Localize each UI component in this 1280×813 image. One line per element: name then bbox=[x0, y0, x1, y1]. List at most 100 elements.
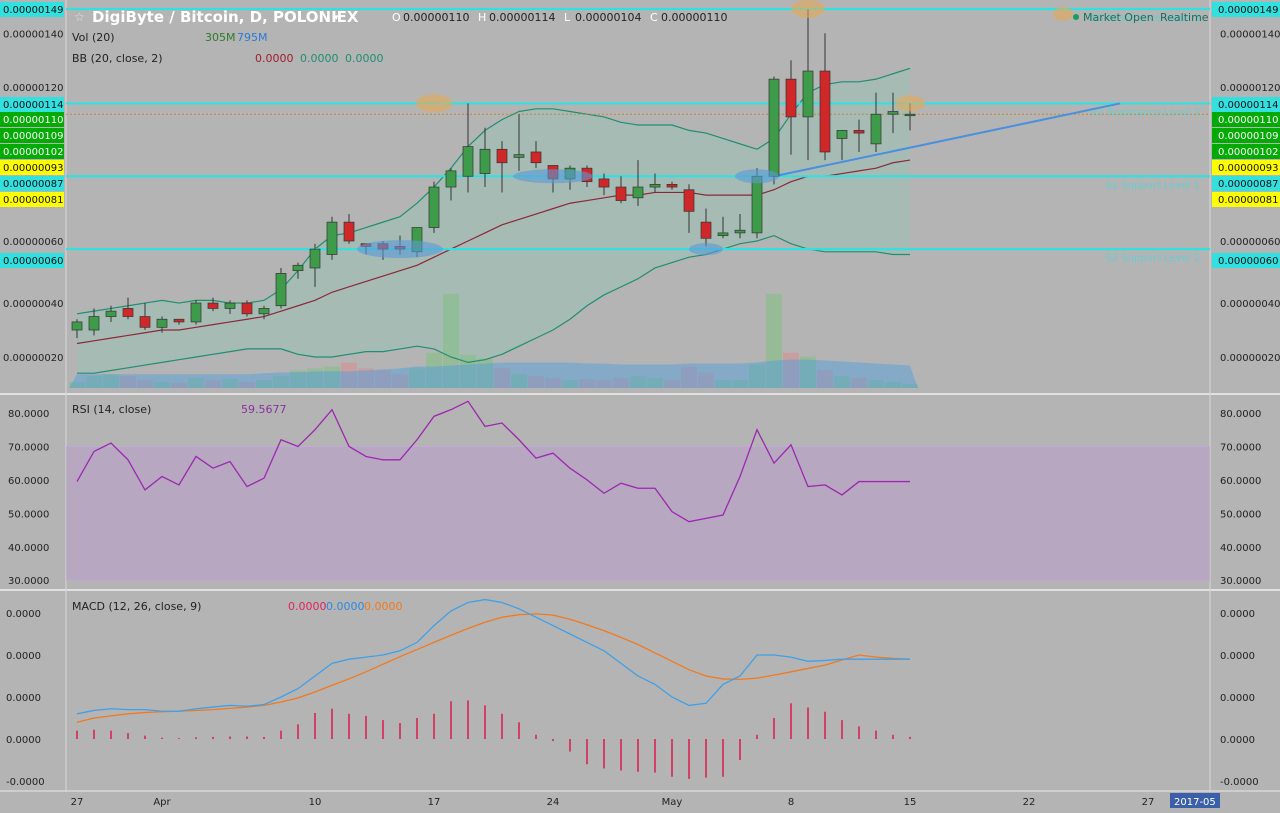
candle-body bbox=[751, 175, 763, 234]
candle-body bbox=[513, 154, 525, 158]
volume-bar bbox=[613, 378, 629, 388]
price-tag-left-text: 0.00000060 bbox=[3, 256, 63, 267]
time-tick: 17 bbox=[428, 797, 441, 808]
price-tick-left: 0.00000140 bbox=[3, 29, 63, 40]
price-tag-left-text: 0.00000087 bbox=[3, 179, 63, 190]
time-tick: 15 bbox=[904, 797, 917, 808]
volume-bar bbox=[902, 384, 918, 388]
price-tag-left-text: 0.00000081 bbox=[3, 195, 63, 206]
macd-tick-right: 0.0000 bbox=[1220, 735, 1255, 746]
rsi-tick-right: 60.0000 bbox=[1220, 476, 1261, 487]
macd-tick-right: 0.0000 bbox=[1220, 693, 1255, 704]
candle-body bbox=[105, 310, 117, 317]
candle-body bbox=[768, 78, 780, 177]
macd-tick-right: -0.0000 bbox=[1220, 777, 1259, 788]
rsi-tick-left: 30.0000 bbox=[8, 576, 49, 587]
price-tag-right bbox=[1212, 160, 1280, 175]
level-tag: R3 Resistance Level 3 bbox=[1091, 13, 1201, 24]
volume-bar bbox=[851, 378, 867, 388]
level-tag: S2 Support Level 2 bbox=[1105, 253, 1200, 264]
candle-body bbox=[139, 316, 151, 328]
candle-body bbox=[887, 111, 899, 115]
price-tag-right bbox=[1212, 144, 1280, 159]
market-status: Market Open bbox=[1083, 11, 1154, 24]
volume-bar bbox=[341, 362, 357, 388]
volume-bar bbox=[375, 370, 391, 388]
rsi-tick-right: 80.0000 bbox=[1220, 409, 1261, 420]
time-axis bbox=[0, 792, 1280, 809]
candle-body bbox=[853, 130, 865, 134]
vol-legend: Vol (20) bbox=[72, 31, 115, 44]
support-marker bbox=[689, 243, 723, 256]
bb-legend: BB (20, close, 2) bbox=[72, 52, 163, 65]
volume-bar bbox=[630, 376, 646, 388]
price-tag-left bbox=[0, 176, 64, 191]
price-tag-right-text: 0.00000060 bbox=[1218, 256, 1278, 267]
macd-tick-left: 0.0000 bbox=[6, 735, 41, 746]
rsi-tick-right: 70.0000 bbox=[1220, 442, 1261, 453]
price-tick-right: 0.00000020 bbox=[1220, 353, 1280, 364]
price-tick-left: 0.00000040 bbox=[3, 299, 63, 310]
price-tick-right: 0.00000140 bbox=[1220, 29, 1280, 40]
candle-body bbox=[870, 113, 882, 145]
volume-bar bbox=[86, 376, 102, 388]
candle-body bbox=[530, 151, 542, 164]
candle-body bbox=[734, 229, 746, 234]
volume-bar bbox=[358, 368, 374, 388]
time-tick: 27 bbox=[1142, 797, 1155, 808]
bb-basis-line bbox=[76, 159, 911, 345]
candle-body bbox=[462, 146, 474, 177]
price-tag-left bbox=[0, 128, 64, 143]
price-tag-right bbox=[1212, 176, 1280, 191]
volume-bar bbox=[766, 293, 782, 388]
bb-value: 0.0000 bbox=[255, 52, 294, 65]
time-tick: May bbox=[662, 797, 683, 808]
ohlc-value: 0.00000104 bbox=[575, 11, 641, 24]
rsi-tick-left: 60.0000 bbox=[8, 476, 49, 487]
candle-body bbox=[207, 302, 219, 309]
price-tag-right bbox=[1212, 192, 1280, 207]
volume-bar bbox=[443, 293, 459, 388]
volume-bar bbox=[409, 368, 425, 388]
price-tag-right-text: 0.00000109 bbox=[1218, 131, 1278, 142]
macd-tick-right: 0.0000 bbox=[1220, 651, 1255, 662]
macd-value: 0.0000 bbox=[364, 600, 403, 613]
price-tag-right bbox=[1212, 97, 1280, 112]
volume-bar bbox=[817, 370, 833, 388]
time-tag-text: 2017-05 bbox=[1174, 797, 1216, 808]
volume-bar bbox=[290, 370, 306, 388]
support-marker bbox=[513, 169, 593, 184]
candle-body bbox=[717, 232, 729, 236]
price-tick-left: 0.00000060 bbox=[3, 237, 63, 248]
time-tick: 24 bbox=[547, 797, 560, 808]
price-tag-right-text: 0.00000110 bbox=[1218, 115, 1278, 126]
time-tick: 27 bbox=[71, 797, 84, 808]
support-marker bbox=[357, 240, 443, 259]
price-tag-left bbox=[0, 192, 64, 207]
price-tag-left bbox=[0, 97, 64, 112]
volume-bar bbox=[596, 380, 612, 388]
price-tag-right-text: 0.00000102 bbox=[1218, 147, 1278, 158]
price-tag-right bbox=[1212, 253, 1280, 268]
ohlc-value: 0.00000114 bbox=[489, 11, 555, 24]
price-tag-right-text: 0.00000114 bbox=[1218, 100, 1278, 111]
volume-bar bbox=[69, 382, 85, 388]
candle-body bbox=[785, 78, 797, 118]
volume-bar bbox=[171, 383, 187, 388]
time-tick: 8 bbox=[788, 797, 794, 808]
rsi-line bbox=[76, 400, 910, 523]
resistance-marker bbox=[895, 95, 925, 112]
volume-bar bbox=[426, 352, 442, 388]
price-tag-left-text: 0.00000102 bbox=[3, 147, 63, 158]
volume-bar bbox=[698, 372, 714, 388]
price-tag-right bbox=[1212, 112, 1280, 127]
rsi-legend: RSI (14, close) bbox=[72, 403, 151, 416]
price-tag-right bbox=[1212, 128, 1280, 143]
volume-bar bbox=[477, 358, 493, 388]
volume-bar bbox=[562, 380, 578, 388]
price-tick-right: 0.00000060 bbox=[1220, 237, 1280, 248]
candle-body bbox=[190, 302, 202, 323]
